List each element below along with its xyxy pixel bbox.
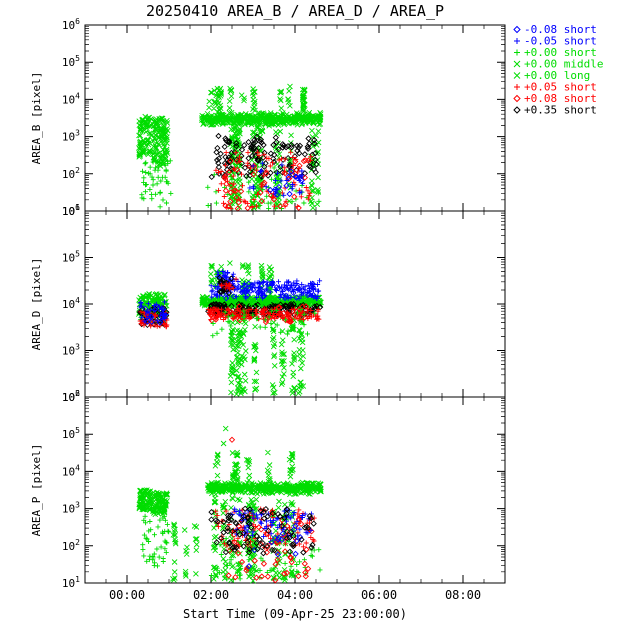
x-tick-label: 08:00	[445, 588, 481, 602]
legend-item-label: +0.00 short	[524, 46, 597, 59]
y-axis-ticks: 101 102 103 104 105 106	[62, 389, 505, 590]
legend-marker-x	[513, 72, 521, 79]
x-tick-label: 06:00	[361, 588, 397, 602]
x-axis-label: Start Time (09-Apr-25 23:00:00)	[183, 607, 407, 621]
y-tick-label: 106	[62, 203, 80, 218]
legend-item-label: -0.08 short	[524, 23, 597, 36]
y-tick-label: 102	[62, 538, 80, 553]
y-tick-label: 103	[62, 129, 80, 144]
scatter-cluster-0-00-middle-x	[198, 109, 324, 129]
legend-item-label: +0.00 long	[524, 69, 590, 82]
scatter-cluster-0-08-short-diamond	[142, 303, 168, 326]
scatter-outlier	[227, 260, 233, 266]
x-axis-ticks	[126, 25, 464, 211]
legend-marker-plus	[514, 84, 520, 90]
scatter-cluster-0-00-middle-x	[136, 113, 155, 160]
scatter-cluster-0-35-short-diamond	[208, 505, 317, 557]
legend-item-label: +0.08 short	[524, 92, 597, 105]
legend-marker-x	[513, 60, 521, 68]
y-minor-ticks	[85, 26, 505, 201]
scatter-cluster-0-08-short-diamond	[267, 168, 305, 198]
x-axis-ticks	[126, 211, 464, 397]
scatter-cluster-0-00-long-x	[170, 521, 200, 583]
scatter-outlier	[228, 436, 236, 443]
x-tick-label: 02:00	[193, 588, 229, 602]
y-tick-label: 102	[62, 166, 80, 181]
x-minor-ticks	[105, 211, 485, 397]
y-minor-ticks	[85, 398, 505, 573]
y-tick-label: 104	[62, 91, 80, 106]
legend-item-label: +0.35 short	[524, 104, 597, 117]
x-tick-label: 04:00	[277, 588, 313, 602]
y-tick-label: 103	[62, 343, 80, 358]
scatter-cluster-0-00-long-x	[206, 85, 308, 115]
legend-marker-plus	[514, 38, 520, 44]
y-axis-label: AREA_P [pixel]	[30, 444, 43, 537]
y-tick-label: 106	[62, 17, 80, 32]
scatter-cluster-0-00-middle-x	[149, 489, 171, 518]
scatter-cluster-0-00-middle-x	[150, 115, 171, 169]
scatter-cluster-0-00-long-x	[212, 449, 296, 485]
scatter-cluster-0-00-middle-x	[204, 479, 324, 498]
scatter-cluster-0-00-short-plus	[210, 299, 318, 339]
scatter-outlier	[287, 83, 293, 90]
legend-item-label: +0.05 short	[524, 81, 597, 94]
scatter-outlier	[220, 440, 227, 447]
y-axis-label: AREA_D [pixel]	[30, 258, 43, 351]
scatter-cluster-0-05-short-plus	[218, 276, 239, 292]
legend-marker-diamond	[513, 25, 521, 34]
scatter-cluster-0-08-short-diamond	[243, 520, 304, 570]
legend-item-label: -0.05 short	[524, 35, 597, 48]
legend-marker-diamond	[513, 106, 521, 114]
legend-marker-plus	[514, 49, 520, 56]
legend-item-label: +0.00 middle	[524, 58, 603, 71]
legend: -0.08 short-0.05 short+0.00 short+0.00 m…	[513, 23, 603, 117]
x-tick-label: 00:00	[109, 588, 145, 602]
panel-area-p: 101 102 103 104 105 106 00:00 02:00 04:00 06:00 08…	[30, 389, 506, 602]
y-tick-label: 103	[62, 501, 80, 516]
chart-title: 20250410 AREA_B / AREA_D / AREA_P	[146, 2, 444, 20]
y-tick-label: 105	[62, 250, 80, 265]
legend-marker-diamond	[513, 94, 521, 103]
scatter-outlier	[290, 466, 296, 473]
scatter-outlier	[222, 425, 229, 432]
y-tick-label: 106	[62, 389, 80, 404]
y-tick-label: 104	[62, 296, 80, 311]
scatter-cluster-0-00-short-plus	[139, 158, 174, 210]
x-axis-ticks: 00:00 02:00 04:00 06:00 08:00	[109, 397, 481, 602]
scatter-outlier	[208, 89, 215, 96]
y-tick-label: 105	[62, 54, 80, 69]
y-minor-ticks	[85, 212, 505, 384]
scatter-cluster-0-00-short-plus	[140, 513, 172, 569]
y-axis-label: AREA_B [pixel]	[30, 72, 43, 165]
y-tick-label: 104	[62, 463, 80, 478]
y-tick-label: 105	[62, 426, 80, 441]
y-tick-label: 101	[62, 575, 80, 590]
scatter-cluster-0-00-middle-x	[136, 487, 155, 514]
